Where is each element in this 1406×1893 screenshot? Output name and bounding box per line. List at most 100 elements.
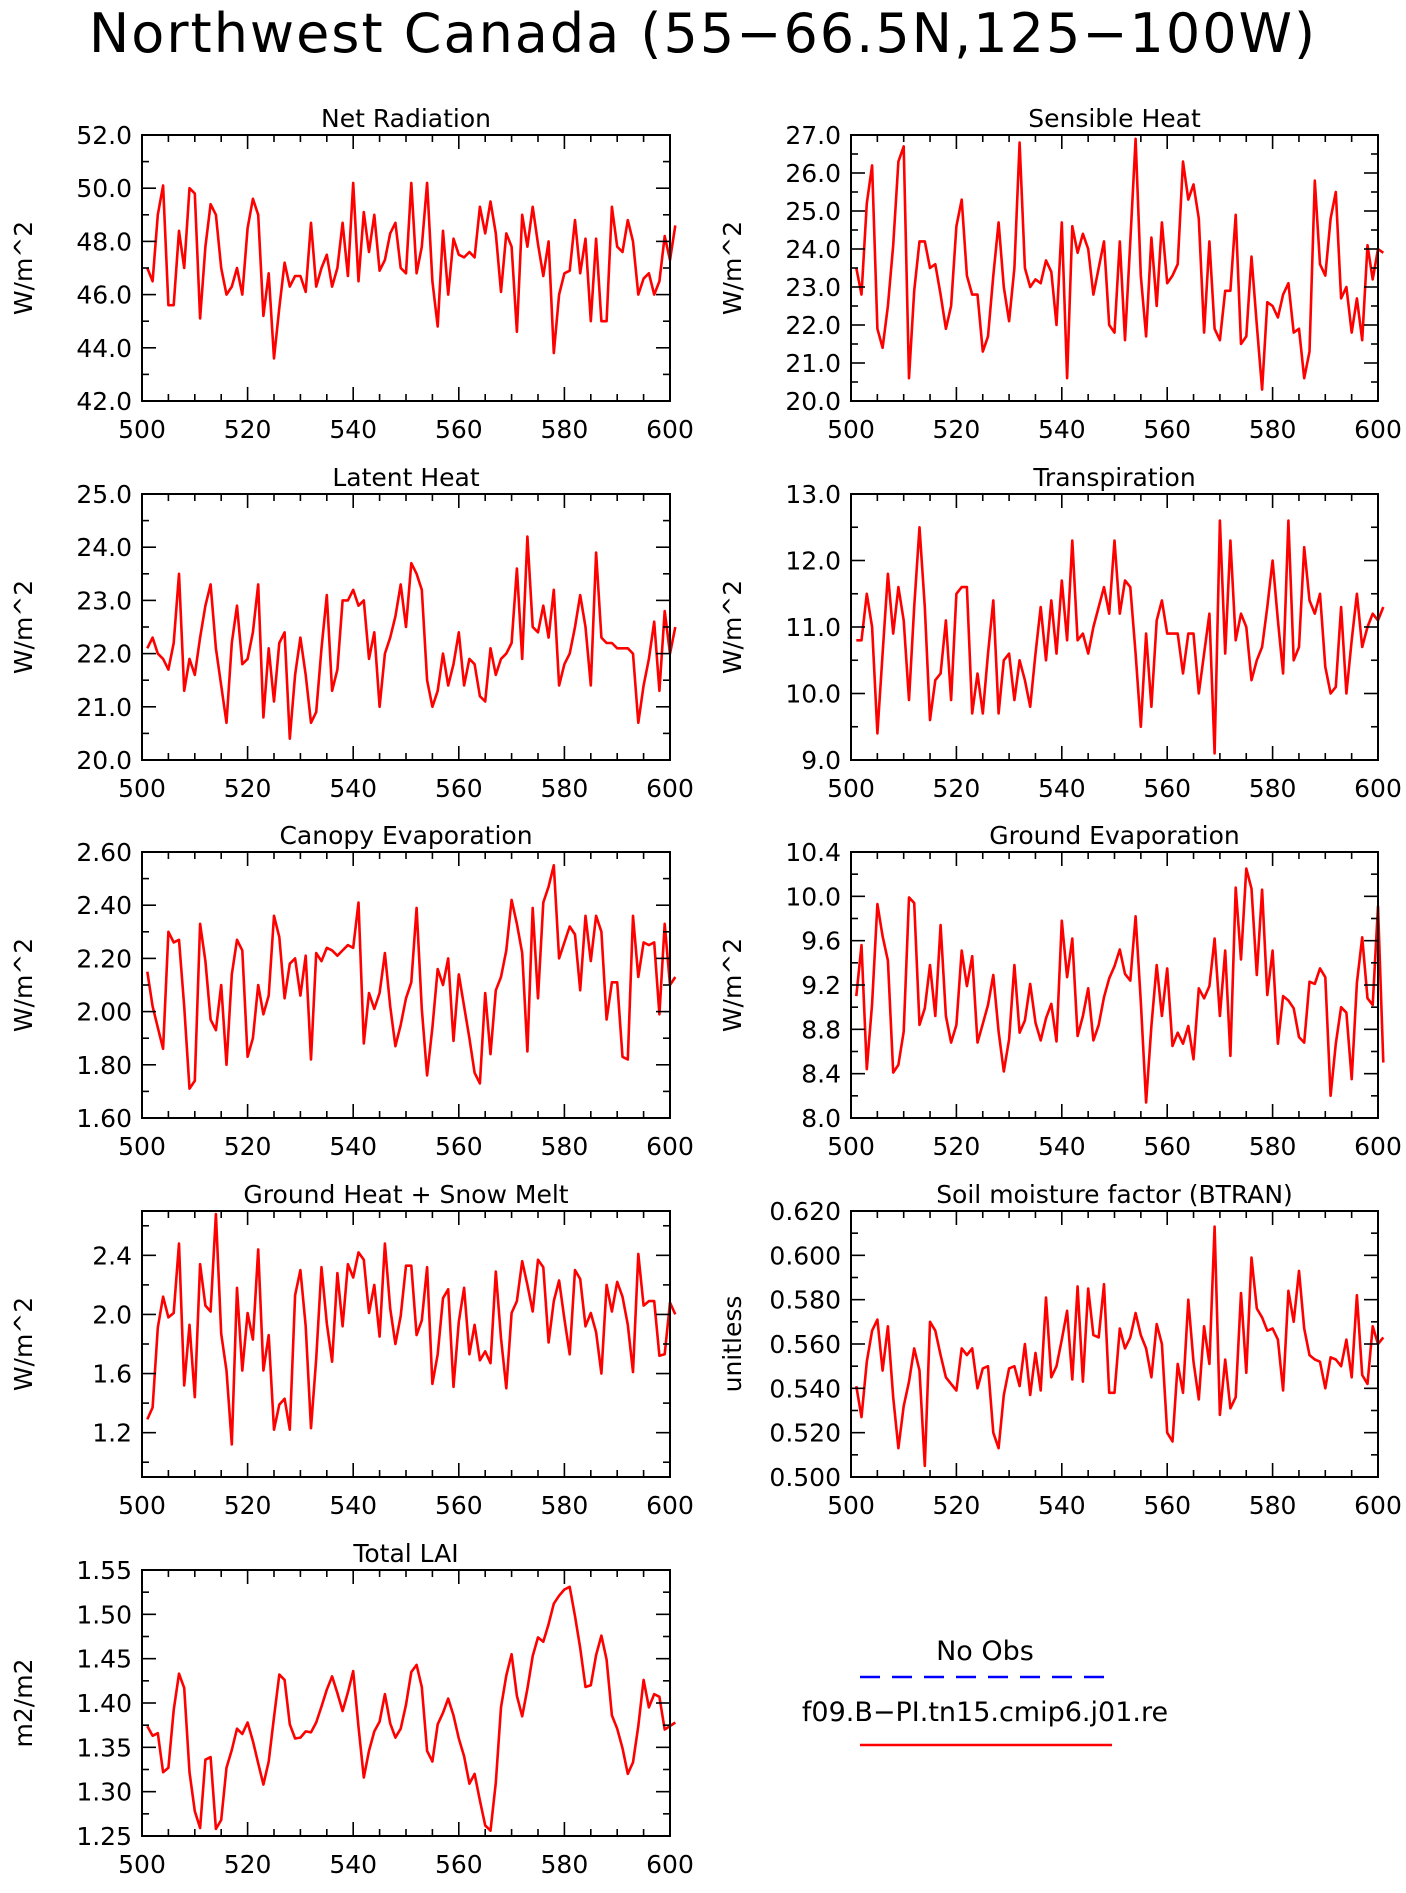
y-tick-label: 10.0 — [785, 882, 841, 911]
panel-ground-evaporation: Ground Evaporation 500 520 540 560 580 600 8.0 8… — [718, 821, 1402, 1161]
x-tick-label: 520 — [933, 415, 981, 444]
x-tick-label: 560 — [435, 1491, 483, 1520]
y-tick-label: 0.580 — [769, 1286, 841, 1315]
series-line — [856, 519, 1385, 755]
panel-title: Sensible Heat — [1028, 104, 1201, 133]
y-tick-label: 1.30 — [76, 1778, 132, 1807]
x-tick-label: 500 — [118, 1850, 166, 1879]
series-line — [146, 1585, 677, 1832]
y-tick-label: 24.0 — [76, 533, 132, 562]
x-tick-label: 580 — [1249, 1132, 1297, 1161]
series-line — [146, 863, 677, 1090]
y-tick-label: 2.20 — [76, 944, 132, 973]
y-tick-label: 0.500 — [769, 1463, 841, 1492]
y-tick-label: 12.0 — [785, 547, 841, 576]
y-axis-label: W/m^2 — [718, 221, 747, 315]
x-tick-label: 500 — [827, 774, 875, 803]
x-tick-label: 520 — [224, 415, 272, 444]
x-tick-label: 500 — [118, 1132, 166, 1161]
panel-title: Ground Heat + Snow Melt — [243, 1180, 568, 1209]
y-tick-label: 20.0 — [785, 387, 841, 416]
y-tick-label: 1.45 — [76, 1645, 132, 1674]
x-tick-label: 600 — [1354, 774, 1402, 803]
x-tick-label: 580 — [1249, 774, 1297, 803]
legend-label-model: f09.B−PI.tn15.cmip6.j01.re — [802, 1697, 1168, 1728]
x-tick-label: 600 — [646, 1132, 694, 1161]
series-line — [855, 137, 1385, 391]
x-tick-label: 520 — [224, 1132, 272, 1161]
y-tick-label: 24.0 — [785, 235, 841, 264]
y-tick-label: 25.0 — [785, 197, 841, 226]
panel-title: Ground Evaporation — [989, 821, 1239, 850]
series-line — [855, 1225, 1385, 1468]
y-tick-label: 1.6 — [92, 1360, 132, 1389]
panel-title: Soil moisture factor (BTRAN) — [936, 1180, 1293, 1209]
x-tick-label: 500 — [827, 1132, 875, 1161]
y-tick-label: 20.0 — [76, 746, 132, 775]
x-tick-label: 500 — [118, 1491, 166, 1520]
x-tick-label: 540 — [329, 1132, 377, 1161]
x-tick-label: 580 — [541, 1491, 589, 1520]
y-tick-label: 2.00 — [76, 998, 132, 1027]
y-tick-label: 0.520 — [769, 1419, 841, 1448]
x-tick-label: 540 — [1038, 774, 1086, 803]
y-tick-label: 0.540 — [769, 1374, 841, 1403]
y-tick-label: 1.40 — [76, 1689, 132, 1718]
y-tick-label: 2.0 — [92, 1300, 132, 1329]
y-tick-label: 26.0 — [785, 159, 841, 188]
x-tick-label: 540 — [1038, 1132, 1086, 1161]
panel-soil-moisture-factor-btran: Soil moisture factor (BTRAN) 500 520 540 560… — [718, 1180, 1402, 1520]
y-tick-label: 48.0 — [76, 227, 132, 256]
y-tick-label: 2.40 — [76, 891, 132, 920]
y-tick-label: 22.0 — [76, 640, 132, 669]
x-tick-label: 520 — [933, 1491, 981, 1520]
x-tick-label: 600 — [1354, 1132, 1402, 1161]
x-tick-label: 540 — [329, 1850, 377, 1879]
series-line — [146, 535, 677, 741]
panel-title: Total LAI — [352, 1539, 458, 1568]
x-tick-label: 560 — [435, 1850, 483, 1879]
x-tick-label: 540 — [329, 415, 377, 444]
x-tick-label: 560 — [435, 1132, 483, 1161]
y-tick-label: 52.0 — [76, 121, 132, 150]
x-tick-label: 580 — [541, 1132, 589, 1161]
y-tick-label: 8.0 — [801, 1104, 841, 1133]
y-tick-label: 23.0 — [785, 273, 841, 302]
x-tick-label: 580 — [1249, 415, 1297, 444]
x-tick-label: 580 — [1249, 1491, 1297, 1520]
panel-grid: Net Radiation 500 520 540 560 580 600 42.0 44.0 4… — [9, 104, 1402, 1879]
x-tick-label: 560 — [1143, 415, 1191, 444]
y-tick-label: 13.0 — [785, 480, 841, 509]
y-tick-label: 0.560 — [769, 1330, 841, 1359]
x-tick-label: 520 — [224, 774, 272, 803]
y-tick-label: 11.0 — [785, 613, 841, 642]
y-tick-label: 21.0 — [76, 693, 132, 722]
panel-canopy-evaporation: Canopy Evaporation 500 520 540 560 580 600 1.60… — [9, 821, 694, 1161]
x-tick-label: 500 — [827, 415, 875, 444]
y-tick-label: 44.0 — [76, 334, 132, 363]
series-line — [855, 867, 1385, 1104]
panel-title: Net Radiation — [321, 104, 491, 133]
panel-ground-heat-snow-melt: Ground Heat + Snow Melt 500 520 540 560 580 60… — [9, 1180, 694, 1520]
x-tick-label: 560 — [435, 415, 483, 444]
series-line — [146, 181, 677, 360]
panel-net-radiation: Net Radiation 500 520 540 560 580 600 42.0 44.0 4… — [9, 104, 694, 444]
y-tick-label: 21.0 — [785, 349, 841, 378]
x-tick-label: 580 — [541, 774, 589, 803]
y-tick-label: 1.50 — [76, 1600, 132, 1629]
x-tick-label: 600 — [1354, 415, 1402, 444]
x-tick-label: 560 — [1143, 1132, 1191, 1161]
y-tick-label: 0.620 — [769, 1197, 841, 1226]
y-tick-label: 1.60 — [76, 1104, 132, 1133]
figure-title: Northwest Canada (55−66.5N,125−100W) — [89, 2, 1317, 65]
y-tick-label: 1.25 — [76, 1822, 132, 1851]
y-axis-label: W/m^2 — [9, 1297, 38, 1391]
panel-latent-heat: Latent Heat 500 520 540 560 580 600 20.0 21.0 22.… — [9, 463, 694, 803]
x-tick-label: 600 — [646, 1850, 694, 1879]
x-tick-label: 520 — [933, 1132, 981, 1161]
y-tick-label: 1.55 — [76, 1556, 132, 1585]
x-tick-label: 520 — [224, 1850, 272, 1879]
x-tick-label: 580 — [541, 415, 589, 444]
y-tick-label: 23.0 — [76, 586, 132, 615]
y-tick-label: 25.0 — [76, 480, 132, 509]
